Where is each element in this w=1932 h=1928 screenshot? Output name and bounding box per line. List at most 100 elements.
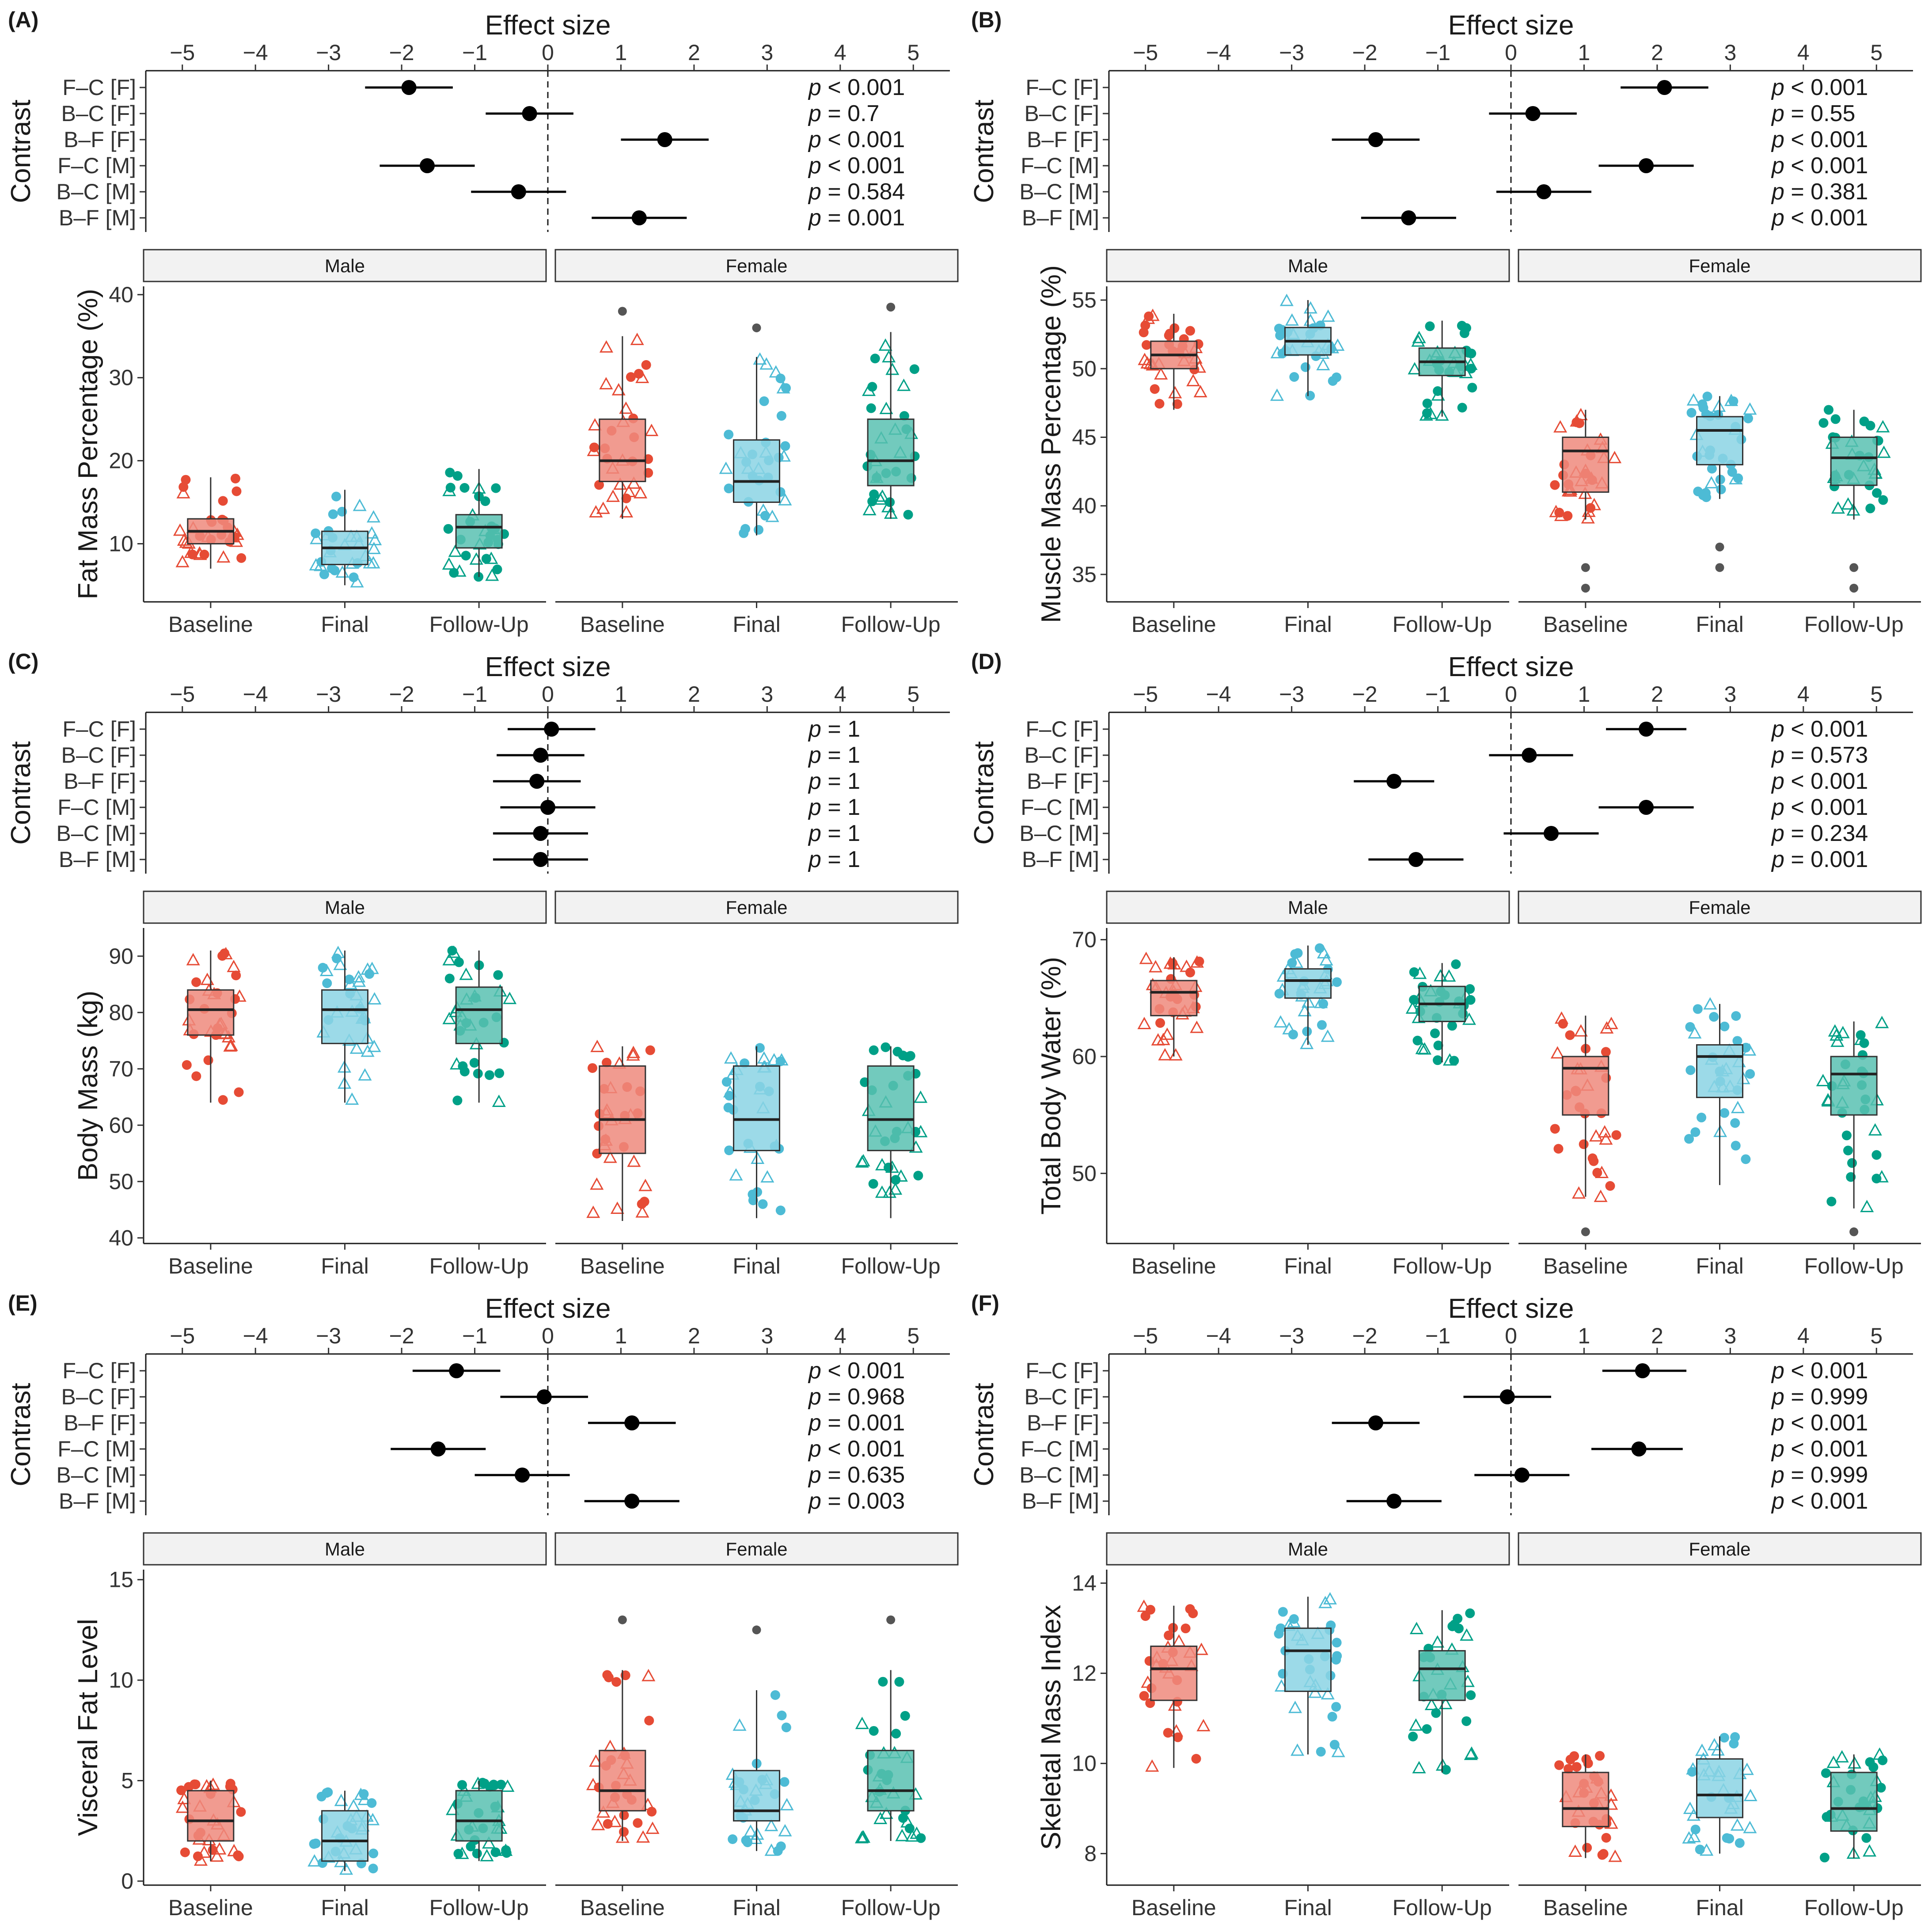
data-point-triangle <box>367 1039 381 1052</box>
data-point-circle <box>1422 1724 1432 1734</box>
data-point-circle <box>232 486 242 496</box>
data-point-circle <box>913 1171 923 1181</box>
data-point-triangle <box>314 559 328 571</box>
data-point-circle <box>231 970 241 981</box>
data-point-triangle <box>1868 1123 1882 1136</box>
panel-label: (B) <box>971 8 1002 32</box>
data-point-circle <box>1719 1108 1730 1118</box>
data-point-circle <box>1432 1055 1442 1065</box>
effect-tick-label: 5 <box>1870 682 1883 707</box>
p-symbol: p <box>808 795 821 820</box>
data-point-circle <box>1878 1755 1888 1765</box>
p-value-label: p < 0.001 <box>1771 1358 1868 1384</box>
data-point-circle <box>777 1710 787 1720</box>
effect-size-axis-title: Effect size <box>1448 10 1574 41</box>
effect-point <box>515 1468 530 1483</box>
effect-tick-label: 2 <box>688 682 700 707</box>
x-tick-label: Baseline <box>1543 1254 1628 1278</box>
data-point-circle <box>878 1677 888 1687</box>
effect-size-axis-title: Effect size <box>485 10 611 41</box>
y-tick-label: 60 <box>1072 1044 1097 1069</box>
data-point-triangle <box>1700 1843 1714 1856</box>
data-point-circle <box>176 1785 186 1795</box>
effect-point <box>624 1415 640 1430</box>
data-point-triangle <box>1683 1802 1697 1814</box>
data-point-triangle <box>1695 1743 1709 1756</box>
data-point-circle <box>191 1071 201 1081</box>
data-point-triangle <box>619 505 634 517</box>
p-value: = 1 <box>821 768 860 794</box>
data-point-circle <box>1824 405 1834 415</box>
data-point-triangle <box>748 1831 763 1844</box>
data-point-triangle <box>210 1849 224 1862</box>
data-point-circle <box>1697 1112 1707 1122</box>
data-point-circle <box>869 1045 879 1055</box>
data-point-circle <box>1697 399 1708 409</box>
effect-size-axis-title: Effect size <box>1448 1293 1574 1324</box>
p-value-label: p < 0.001 <box>1771 127 1868 152</box>
data-point-triangle <box>452 564 467 577</box>
data-point-triangle <box>307 1854 322 1867</box>
p-value: = 0.003 <box>821 1488 905 1514</box>
data-point-circle <box>1597 1850 1607 1860</box>
data-point-triangle <box>227 1844 241 1856</box>
data-point-triangle <box>630 332 644 345</box>
p-value: = 0.7 <box>821 101 880 126</box>
x-tick-label: Final <box>1284 612 1332 637</box>
data-point-triangle <box>1704 476 1719 489</box>
facet-strip-female <box>554 249 959 282</box>
data-point-triangle <box>776 381 790 394</box>
effect-point <box>1499 1389 1515 1404</box>
data-point-circle <box>1702 392 1712 402</box>
data-point-triangle <box>873 1811 888 1824</box>
x-tick-label: Follow-Up <box>429 612 529 637</box>
p-symbol: p <box>808 742 821 768</box>
effect-tick-label: 3 <box>761 682 773 707</box>
data-point-circle <box>1564 1764 1574 1774</box>
effect-tick-label: −4 <box>243 682 268 707</box>
p-symbol: p <box>808 847 821 872</box>
box-iqr <box>455 986 503 1044</box>
data-point-circle <box>752 1187 763 1197</box>
data-point-circle <box>1743 413 1754 423</box>
data-point-circle <box>1332 1638 1342 1648</box>
data-point-triangle <box>1285 313 1299 326</box>
box-outlier <box>752 1625 761 1635</box>
box-iqr <box>1696 1044 1743 1098</box>
data-point-circle <box>1150 384 1160 394</box>
p-value-label: p = 0.001 <box>1771 847 1868 872</box>
facet-strip-label: Male <box>1288 255 1328 276</box>
contrast-label: B–C [F] <box>1025 101 1099 126</box>
data-point-circle <box>1571 1762 1582 1772</box>
data-point-circle <box>1139 1691 1149 1701</box>
effect-tick-label: 5 <box>907 682 919 707</box>
y-tick-label: 30 <box>109 365 133 390</box>
effect-point <box>624 1494 640 1509</box>
data-point-triangle <box>895 1829 909 1841</box>
data-point-circle <box>1454 1624 1464 1634</box>
data-point-circle <box>1709 1012 1719 1022</box>
data-point-circle <box>489 1780 499 1790</box>
contrast-label: F–C [M] <box>57 795 136 820</box>
data-point-triangle <box>1172 1634 1186 1647</box>
box-outlier <box>1849 563 1859 572</box>
data-point-triangle <box>224 1038 238 1051</box>
data-point-triangle <box>589 1754 603 1767</box>
data-point-triangle <box>175 1800 190 1813</box>
data-point-triangle <box>485 568 499 581</box>
data-point-circle <box>180 1847 190 1857</box>
effect-tick-label: −2 <box>1352 1323 1378 1348</box>
effect-point <box>1657 80 1672 95</box>
data-point-circle <box>311 528 321 538</box>
p-value: < 0.001 <box>821 75 905 100</box>
data-point-triangle <box>882 1185 897 1198</box>
effect-tick-label: 2 <box>1651 1323 1663 1348</box>
data-point-circle <box>900 1711 910 1721</box>
data-point-circle <box>1164 330 1174 340</box>
effect-tick-label: −5 <box>1133 40 1158 65</box>
contrast-axis-title: Contrast <box>6 741 36 844</box>
data-point-triangle <box>365 526 379 539</box>
box-iqr <box>867 1065 915 1152</box>
effect-tick-label: 0 <box>542 1323 554 1348</box>
data-point-circle <box>1274 989 1284 999</box>
